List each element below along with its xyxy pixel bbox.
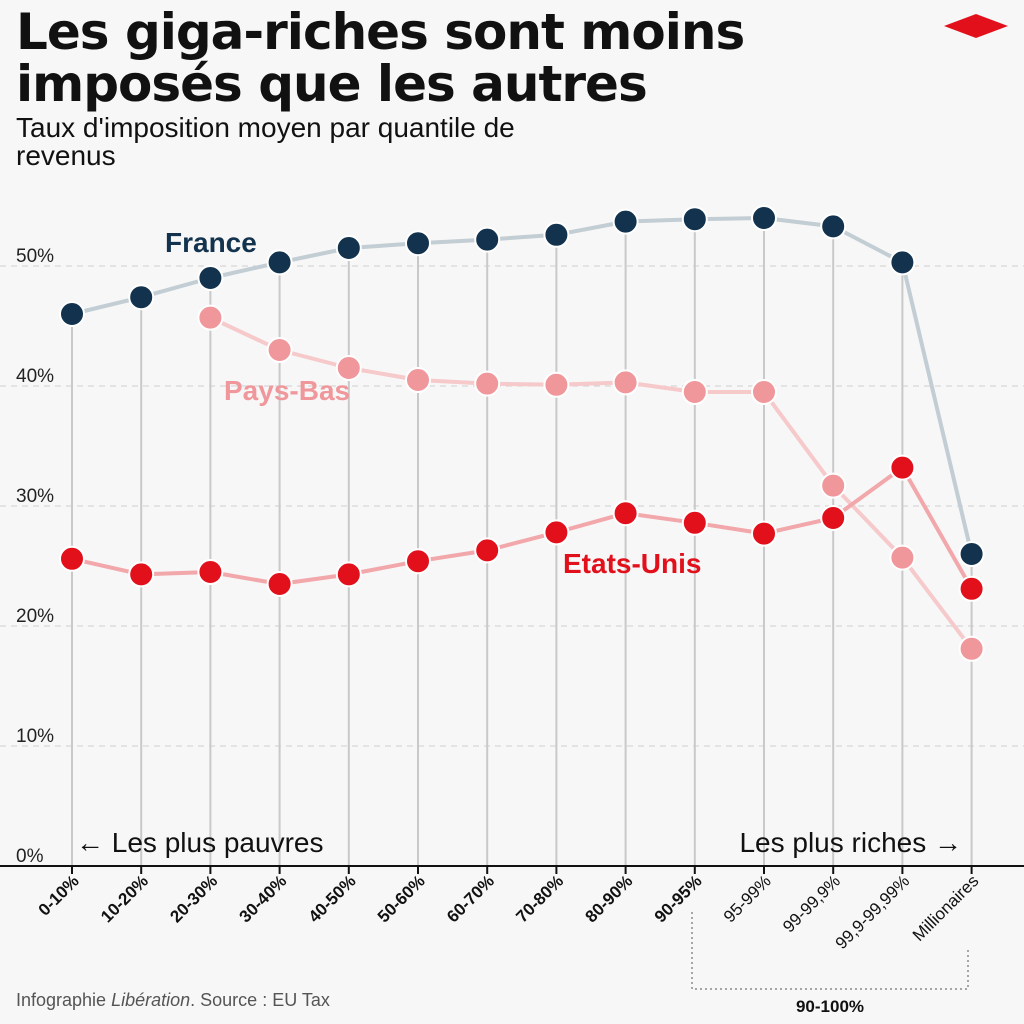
data-point-paysbas [266, 337, 293, 363]
data-point-etatsunis [266, 571, 293, 597]
source-outlet: Libération [111, 990, 191, 1010]
poorest-annotation: ← Les plus pauvres [76, 827, 323, 858]
data-point-paysbas [335, 355, 362, 381]
logo-diamond [944, 14, 1008, 38]
source-prefix: Infographie [16, 990, 107, 1010]
x-tick-label: 99,9-99,99% [832, 871, 914, 953]
data-point-paysbas [958, 635, 985, 662]
data-point-paysbas [405, 367, 431, 393]
richest-annotation: Les plus riches → [739, 827, 962, 858]
data-point-etatsunis [128, 561, 155, 588]
data-point-etatsunis [59, 545, 85, 572]
bracket-label: 90-100% [796, 997, 864, 1016]
data-point-france [958, 541, 985, 567]
data-point-etatsunis [405, 548, 431, 575]
y-tick-label: 20% [16, 606, 54, 627]
x-tick-label: Millionaires [909, 871, 983, 945]
x-tick-label: 95-99% [720, 871, 775, 926]
data-point-etatsunis [820, 505, 847, 531]
x-tick-label: 30-40% [236, 871, 291, 926]
x-tick-label: 40-50% [305, 871, 360, 926]
data-point-paysbas [820, 472, 847, 499]
data-point-paysbas [474, 370, 501, 397]
x-tick-label: 99-99,9% [779, 871, 844, 936]
chart-subtitle: Taux d'imposition moyen par quantile de … [16, 112, 515, 171]
data-point-etatsunis [335, 561, 362, 588]
chart-title: Les giga-riches sont moins imposés que l… [16, 3, 745, 113]
data-point-etatsunis [197, 559, 224, 585]
data-point-france [681, 206, 708, 233]
data-point-paysbas [197, 304, 224, 331]
data-point-france [405, 230, 431, 257]
data-point-france [59, 301, 85, 327]
data-point-etatsunis [751, 520, 777, 547]
data-point-france [543, 221, 570, 248]
data-point-france [820, 213, 847, 240]
series-line-paysbas [209, 315, 974, 651]
data-point-france [128, 284, 155, 311]
x-tick-label: 70-80% [512, 871, 567, 926]
x-tick-label: 0-10% [35, 871, 83, 919]
source-credit: Infographie Libération. Source : EU Tax [16, 990, 330, 1011]
data-point-etatsunis [474, 537, 501, 564]
x-tick-label: 60-70% [443, 871, 498, 926]
x-tick-label: 90-95% [651, 871, 706, 926]
data-point-etatsunis [681, 509, 708, 536]
y-tick-label: 30% [16, 486, 54, 507]
data-point-paysbas [612, 369, 639, 396]
data-point-france [474, 226, 501, 253]
x-tick-label: 10-20% [97, 871, 152, 926]
y-tick-label: 10% [16, 726, 54, 747]
data-point-etatsunis [543, 519, 570, 546]
data-point-etatsunis [612, 500, 639, 527]
series-label-etatsunis: Etats-Unis [563, 548, 701, 579]
y-tick-label: 0% [16, 846, 44, 867]
data-point-paysbas [751, 379, 777, 405]
liberation-logo [944, 14, 1008, 38]
series-label-france: France [165, 227, 257, 258]
source-suffix: . Source : EU Tax [190, 990, 330, 1010]
data-point-paysbas [543, 371, 570, 398]
series-label-paysbas: Pays-Bas [224, 375, 350, 406]
data-point-paysbas [889, 544, 916, 571]
data-point-etatsunis [958, 575, 985, 602]
data-point-france [197, 265, 224, 291]
x-tick-label: 80-90% [582, 871, 637, 926]
x-tick-label: 20-30% [166, 871, 221, 926]
data-point-france [889, 249, 916, 276]
y-tick-label: 40% [16, 366, 54, 387]
data-point-france [335, 235, 362, 261]
top-decile-bracket [691, 912, 969, 990]
y-tick-label: 50% [16, 246, 54, 267]
data-point-paysbas [681, 379, 708, 405]
data-point-france [612, 208, 639, 235]
x-tick-label: 50-60% [374, 871, 429, 926]
data-point-france [751, 205, 777, 231]
data-point-etatsunis [889, 454, 916, 481]
data-point-france [266, 249, 293, 276]
